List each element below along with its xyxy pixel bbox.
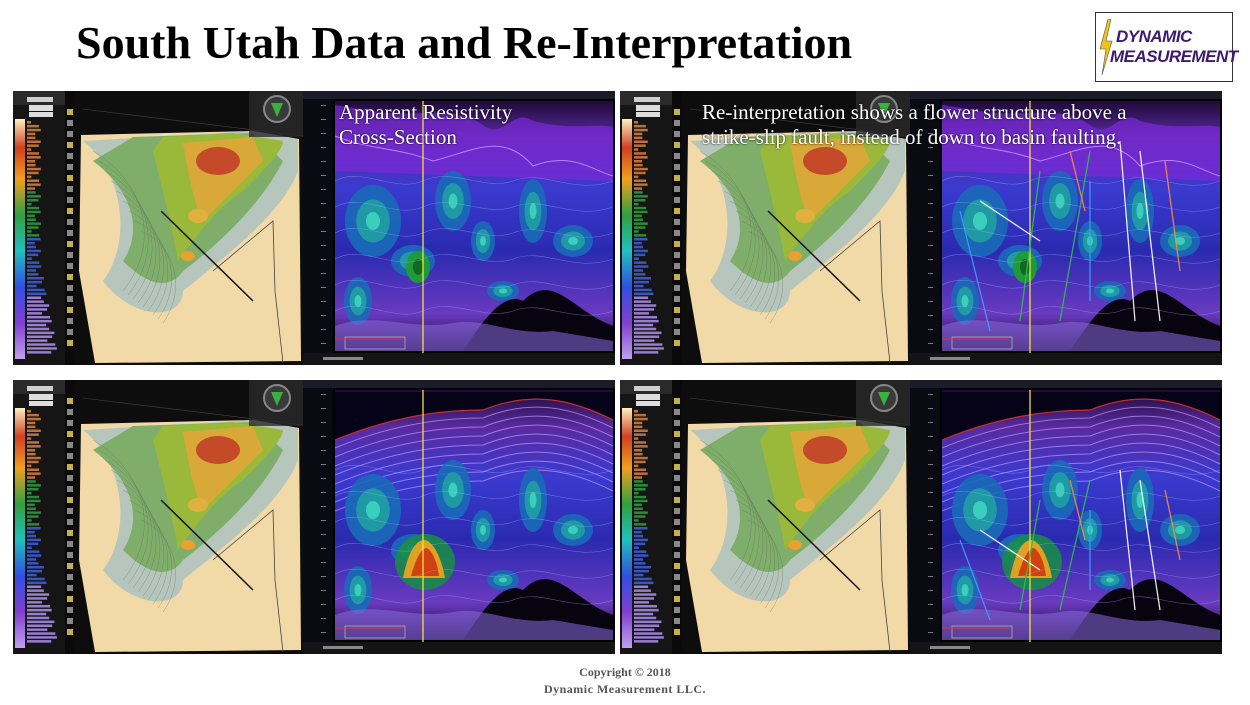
panel-top-right: Re-interpretation shows a flower structu… [620, 91, 1222, 365]
slide-title: South Utah Data and Re-Interpretation [76, 17, 853, 68]
footer-company: Dynamic Measurement LLC. [543, 682, 707, 696]
panel-top-left: Apparent Resistivity Cross-Section [13, 91, 615, 365]
resistivity-screenshot [13, 91, 615, 365]
logo-line2: MEASUREMENT [1110, 47, 1238, 66]
reinterpretation-screenshot [620, 380, 1222, 654]
caption-line1: Apparent Resistivity [339, 100, 513, 124]
reinterpretation-screenshot [620, 91, 1222, 365]
caption-reinterpretation: Re-interpretation shows a flower structu… [702, 100, 1127, 150]
resistivity-screenshot [13, 380, 615, 654]
company-logo: DYNAMIC MEASUREMENT [1095, 12, 1238, 82]
caption-apparent-resistivity: Apparent Resistivity Cross-Section [339, 100, 512, 150]
logo-line1: DYNAMIC [1116, 27, 1192, 46]
panel-bottom-right [620, 380, 1222, 654]
caption-line2: strike-slip fault, instead of down to ba… [702, 125, 1122, 149]
lightning-bolt-icon [1099, 19, 1113, 75]
caption-line1: Re-interpretation shows a flower structu… [702, 100, 1127, 124]
panel-bottom-left [13, 380, 615, 654]
caption-line2: Cross-Section [339, 125, 457, 149]
footer-copyright: Copyright © 2018 [579, 665, 671, 679]
